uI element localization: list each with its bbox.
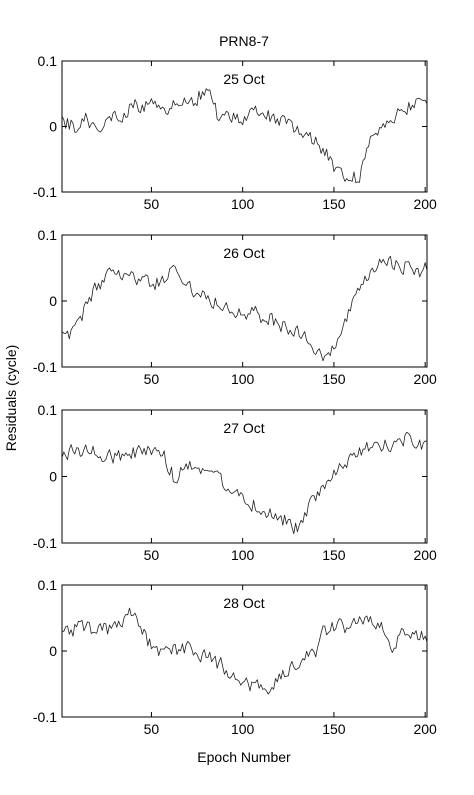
residual-series-line [61, 431, 428, 535]
panel-1: 50 100 150 200 0.1 0 -0.1 25 Oct [33, 53, 437, 212]
x-tick-label: 200 [413, 371, 437, 387]
x-tick-label: 150 [322, 721, 346, 737]
x-tick-label: 50 [144, 547, 160, 563]
y-tick-label: -0.1 [33, 535, 57, 551]
y-tick-label: 0.1 [38, 577, 58, 593]
y-tick-label: 0 [49, 469, 57, 485]
x-tick-label: 200 [413, 721, 437, 737]
y-tick-label: 0.1 [38, 402, 58, 418]
panels-group: 50 100 150 200 0.1 0 -0.1 25 Oct 50 100 150 200 0.1 0… [33, 53, 437, 737]
y-tick-label: 0.1 [38, 227, 58, 243]
x-tick-label: 50 [144, 371, 160, 387]
panel-title: 28 Oct [223, 595, 264, 611]
residual-series-line [61, 88, 428, 184]
x-tick-label: 100 [231, 547, 255, 563]
x-tick-label: 150 [322, 371, 346, 387]
panel-title: 27 Oct [223, 420, 264, 436]
y-axis-label: Residuals (cycle) [3, 345, 19, 452]
x-tick-label: 100 [231, 371, 255, 387]
x-tick-label: 150 [322, 547, 346, 563]
x-tick-label: 50 [144, 196, 160, 212]
panel-title: 26 Oct [223, 245, 264, 261]
x-axis-label: Epoch Number [197, 749, 291, 765]
x-tick-label: 100 [231, 721, 255, 737]
x-tick-label: 200 [413, 547, 437, 563]
y-tick-label: -0.1 [33, 359, 57, 375]
y-tick-label: 0.1 [38, 53, 58, 69]
y-tick-label: -0.1 [33, 709, 57, 725]
residual-series-line [61, 607, 428, 695]
panel-title: 25 Oct [223, 71, 264, 87]
y-tick-label: 0 [49, 119, 57, 135]
y-tick-label: 0 [49, 293, 57, 309]
x-tick-label: 150 [322, 196, 346, 212]
residual-series-line [61, 255, 428, 362]
x-tick-label: 200 [413, 196, 437, 212]
x-tick-label: 50 [144, 721, 160, 737]
panel-2: 50 100 150 200 0.1 0 -0.1 26 Oct [33, 227, 437, 387]
panel-4: 50 100 150 200 0.1 0 -0.1 28 Oct [33, 577, 437, 737]
y-tick-label: 0 [49, 643, 57, 659]
x-tick-label: 100 [231, 196, 255, 212]
y-tick-label: -0.1 [33, 184, 57, 200]
panel-3: 50 100 150 200 0.1 0 -0.1 27 Oct [33, 402, 437, 563]
figure-title: PRN8-7 [219, 33, 269, 49]
